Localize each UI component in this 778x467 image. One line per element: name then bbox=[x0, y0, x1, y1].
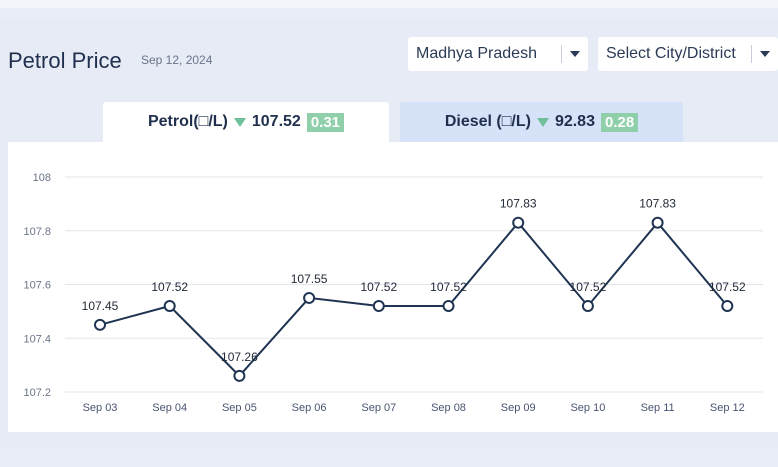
price-down-icon bbox=[233, 117, 246, 127]
data-label: 107.52 bbox=[151, 280, 188, 294]
city-select-value: Select City/District bbox=[606, 45, 736, 62]
data-point bbox=[512, 216, 525, 229]
tab-diesel-label: Diesel (□/L) bbox=[444, 113, 531, 130]
data-point bbox=[94, 318, 106, 331]
price-chart-container: 107.2 107.4 107.6 107.8 108 Sep 03 Sep 04 Sep 0… bbox=[8, 142, 778, 432]
top-strip bbox=[0, 0, 778, 8]
data-label: 107.83 bbox=[639, 197, 676, 211]
x-tick-label: Sep 08 bbox=[431, 402, 466, 414]
x-tick-label: Sep 03 bbox=[83, 402, 118, 414]
price-line-chart: 107.2 107.4 107.6 107.8 108 Sep 03 Sep 04 Sep 0… bbox=[23, 172, 763, 414]
data-point bbox=[651, 216, 664, 229]
x-tick-label: Sep 05 bbox=[222, 402, 257, 414]
series-line bbox=[99, 221, 729, 378]
data-point bbox=[233, 369, 246, 382]
data-label: 107.52 bbox=[570, 280, 607, 294]
x-tick-label: Sep 09 bbox=[501, 402, 536, 414]
tab-petrol-label: Petrol(□/L) bbox=[147, 113, 228, 130]
chevron-down-icon[interactable] bbox=[752, 51, 778, 57]
y-tick-label: 107.2 bbox=[23, 387, 51, 399]
tab-diesel-change-badge: 0.28 bbox=[600, 112, 639, 132]
x-tick-label: Sep 10 bbox=[570, 402, 605, 414]
data-point bbox=[721, 300, 734, 312]
data-point bbox=[372, 300, 385, 312]
y-tick-label: 107.6 bbox=[23, 280, 51, 292]
y-tick-label: 108 bbox=[33, 172, 51, 184]
data-point bbox=[581, 300, 594, 312]
data-label: 107.83 bbox=[500, 197, 537, 211]
state-select-value: Madhya Pradesh bbox=[416, 45, 537, 62]
tab-diesel[interactable]: Diesel (□/L) 92.83 0.28 bbox=[400, 102, 683, 142]
x-tick-label: Sep 11 bbox=[641, 402, 675, 414]
price-down-icon bbox=[536, 117, 549, 127]
tab-petrol-price: 107.52 bbox=[251, 113, 301, 130]
data-label: 107.26 bbox=[221, 350, 258, 364]
x-tick-label: Sep 12 bbox=[710, 402, 745, 414]
data-label: 107.55 bbox=[291, 272, 328, 286]
data-label: 107.52 bbox=[360, 280, 397, 294]
data-point bbox=[163, 300, 176, 312]
tab-petrol-change-badge: 0.31 bbox=[306, 112, 345, 132]
select-divider bbox=[561, 45, 562, 63]
x-tick-label: Sep 04 bbox=[152, 402, 187, 414]
x-tick-label: Sep 06 bbox=[292, 402, 327, 414]
city-select[interactable]: Select City/District bbox=[598, 37, 778, 71]
tab-diesel-price: 92.83 bbox=[554, 113, 595, 130]
state-select[interactable]: Madhya Pradesh bbox=[408, 37, 588, 71]
price-date: Sep 12, 2024 bbox=[141, 53, 213, 67]
data-point bbox=[303, 291, 316, 304]
data-label: 107.52 bbox=[430, 280, 467, 294]
data-label: 107.45 bbox=[82, 299, 119, 313]
chevron-down-icon[interactable] bbox=[562, 51, 588, 57]
data-point bbox=[442, 300, 455, 312]
data-label: 107.52 bbox=[709, 280, 746, 294]
y-tick-label: 107.8 bbox=[23, 226, 51, 238]
page-title: Petrol Price bbox=[8, 48, 122, 73]
x-tick-label: Sep 07 bbox=[361, 402, 396, 414]
y-tick-label: 107.4 bbox=[23, 333, 51, 345]
tab-petrol[interactable]: Petrol(□/L) 107.52 0.31 bbox=[103, 102, 389, 142]
select-divider bbox=[751, 45, 752, 63]
